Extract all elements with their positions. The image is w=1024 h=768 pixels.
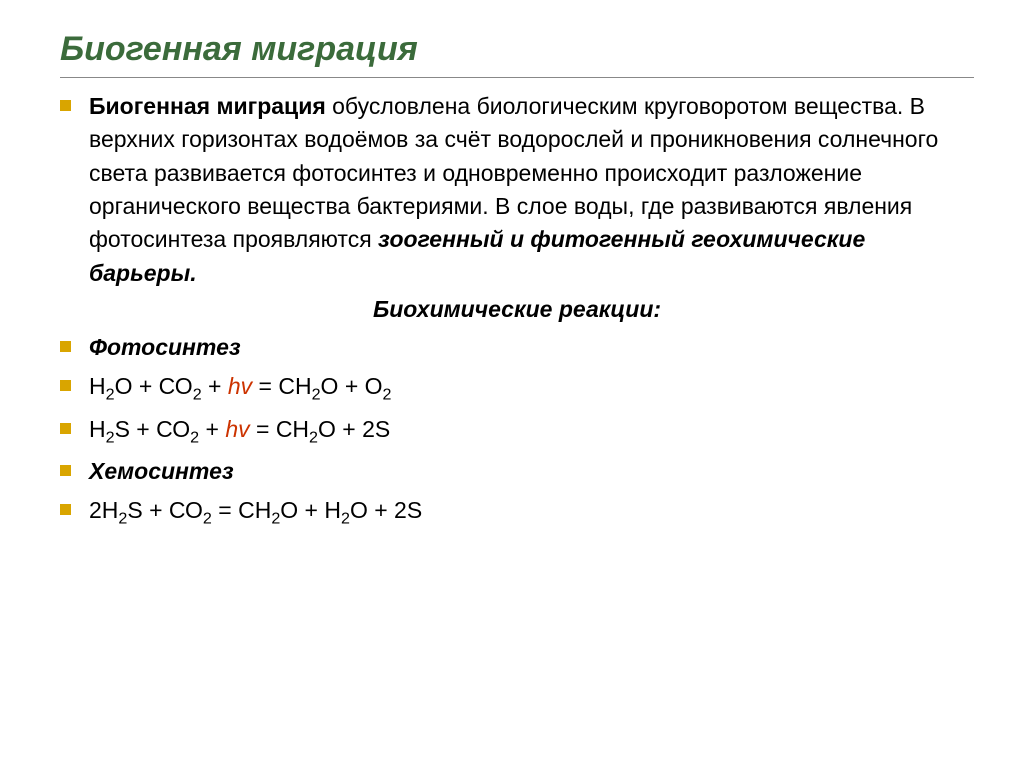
chemosynthesis-label: Хемосинтез	[89, 455, 974, 488]
equation-3: 2H2S + СО2 = СН2О + Н2О + 2S	[89, 494, 422, 530]
reactions-heading: Биохимические реакции:	[60, 296, 974, 323]
bullet-icon	[60, 465, 71, 476]
bullet-icon	[60, 423, 71, 434]
hv-symbol: hv	[228, 373, 252, 399]
equation-3-row: 2H2S + СО2 = СН2О + Н2О + 2S	[60, 494, 974, 530]
equation-1: Н2О + СО2 + hv = СН2О + О2	[89, 370, 392, 406]
slide-content: Биогенная миграция обусловлена биологиче…	[60, 90, 974, 530]
slide-title: Биогенная миграция	[60, 30, 974, 78]
photosynthesis-label-row: Фотосинтез	[60, 331, 974, 364]
hv-symbol: hv	[225, 416, 249, 442]
equation-2-row: H2S + СО2 + hv = СН2О + 2S	[60, 413, 974, 449]
bullet-icon	[60, 504, 71, 515]
equation-1-row: Н2О + СО2 + hv = СН2О + О2	[60, 370, 974, 406]
equation-2: H2S + СО2 + hv = СН2О + 2S	[89, 413, 390, 449]
photosynthesis-label: Фотосинтез	[89, 331, 974, 364]
bullet-icon	[60, 100, 71, 111]
lead-bold: Биогенная миграция	[89, 93, 326, 119]
intro-text: Биогенная миграция обусловлена биологиче…	[89, 90, 974, 290]
bullet-icon	[60, 380, 71, 391]
bullet-icon	[60, 341, 71, 352]
intro-paragraph: Биогенная миграция обусловлена биологиче…	[60, 90, 974, 290]
chemosynthesis-label-row: Хемосинтез	[60, 455, 974, 488]
